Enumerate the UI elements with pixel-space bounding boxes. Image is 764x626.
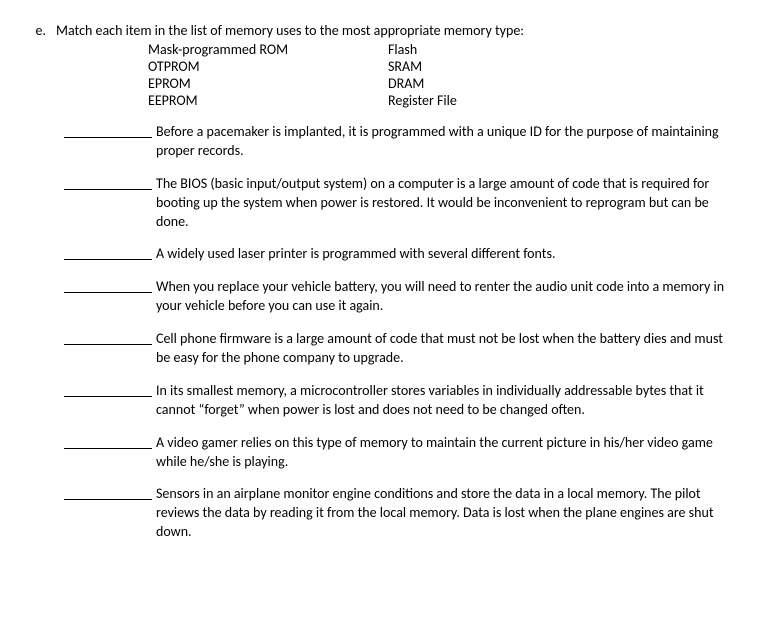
question-item: Sensors in an airplane monitor engine co… <box>24 485 728 542</box>
question-text: When you replace your vehicle battery, y… <box>156 278 728 316</box>
answer-blank[interactable] <box>64 245 152 260</box>
answer-blank[interactable] <box>64 123 152 138</box>
question-text: Before a pacemaker is implanted, it is p… <box>156 123 728 161</box>
answer-blank[interactable] <box>64 175 152 190</box>
question-text: A video gamer relies on this type of mem… <box>156 434 728 472</box>
option-row: OTPROM SRAM <box>148 58 728 75</box>
option-cell: Mask-programmed ROM <box>148 41 388 58</box>
option-cell: SRAM <box>388 58 588 75</box>
option-row: EPROM DRAM <box>148 75 728 92</box>
question-item: A video gamer relies on this type of mem… <box>24 434 728 472</box>
question-text: Sensors in an airplane monitor engine co… <box>156 485 728 542</box>
prompt-text: Match each item in the list of memory us… <box>56 22 728 39</box>
answer-blank[interactable] <box>64 330 152 345</box>
options-block: Mask-programmed ROM Flash OTPROM SRAM EP… <box>148 41 728 109</box>
option-cell: DRAM <box>388 75 588 92</box>
question-text: A widely used laser printer is programme… <box>156 245 728 264</box>
answer-blank[interactable] <box>64 382 152 397</box>
question-item: A widely used laser printer is programme… <box>24 245 728 264</box>
question-text: In its smallest memory, a microcontrolle… <box>156 382 728 420</box>
question-list: Before a pacemaker is implanted, it is p… <box>24 123 728 542</box>
option-cell: OTPROM <box>148 58 388 75</box>
answer-blank[interactable] <box>64 485 152 500</box>
answer-blank[interactable] <box>64 434 152 449</box>
question-item: Before a pacemaker is implanted, it is p… <box>24 123 728 161</box>
option-cell: EEPROM <box>148 92 388 109</box>
question-text: The BIOS (basic input/output system) on … <box>156 175 728 232</box>
question-text: Cell phone firmware is a large amount of… <box>156 330 728 368</box>
question-item: The BIOS (basic input/output system) on … <box>24 175 728 232</box>
answer-blank[interactable] <box>64 278 152 293</box>
option-cell: Register File <box>388 92 588 109</box>
question-item: In its smallest memory, a microcontrolle… <box>24 382 728 420</box>
option-row: Mask-programmed ROM Flash <box>148 41 728 58</box>
question-header: e. Match each item in the list of memory… <box>24 22 728 39</box>
option-row: EEPROM Register File <box>148 92 728 109</box>
item-label: e. <box>24 22 56 39</box>
option-cell: EPROM <box>148 75 388 92</box>
question-item: Cell phone firmware is a large amount of… <box>24 330 728 368</box>
question-item: When you replace your vehicle battery, y… <box>24 278 728 316</box>
worksheet-page: e. Match each item in the list of memory… <box>0 0 764 542</box>
option-cell: Flash <box>388 41 588 58</box>
